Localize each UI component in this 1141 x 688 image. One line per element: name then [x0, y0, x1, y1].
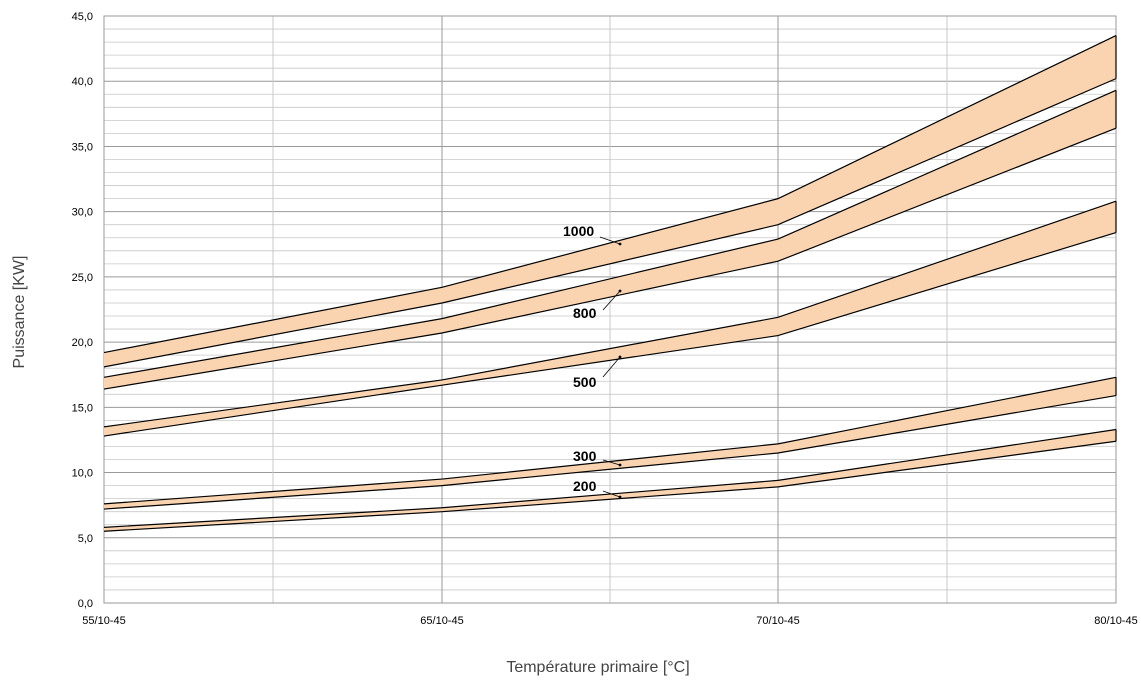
- band-edges: [103, 35, 1117, 532]
- y-tick-label: 40,0: [72, 76, 93, 88]
- y-tick-label: 5,0: [78, 533, 93, 545]
- y-tick-label: 30,0: [72, 207, 93, 219]
- series-label-200: 200: [573, 478, 597, 494]
- band-upper-line-200: [103, 428, 1117, 528]
- band-lower-line-500: [103, 231, 1117, 437]
- leader-dot-500: [618, 355, 622, 359]
- y-tick-label: 45,0: [72, 11, 93, 23]
- leader-dot-1000: [618, 242, 622, 246]
- series-label-300: 300: [573, 448, 597, 464]
- leader-dot-300: [618, 463, 622, 467]
- x-tick-label: 70/10-45: [756, 615, 799, 627]
- leader-line-800: [602, 290, 621, 311]
- grid: [103, 15, 1117, 604]
- x-tick-label: 80/10-45: [1094, 615, 1137, 627]
- band-upper-line-500: [103, 200, 1117, 428]
- band-upper-line-1000: [103, 35, 1117, 354]
- plot-area-border: [103, 15, 1117, 604]
- leader-line-300: [602, 459, 621, 466]
- y-tick-label: 20,0: [72, 337, 93, 349]
- band-lower-line-300: [103, 395, 1117, 510]
- leader-line-500: [602, 356, 621, 378]
- x-axis-title: Température primaire [°C]: [506, 659, 689, 676]
- band-upper-line-800: [103, 89, 1117, 378]
- band-upper-line-300: [103, 376, 1117, 505]
- y-axis-title: Puissance [KW]: [11, 256, 28, 369]
- y-tick-label: 15,0: [72, 402, 93, 414]
- band-lower-line-1000: [103, 78, 1117, 368]
- tick-labels: 0,0 5,0 10,0 15,0 20,0 25,0 30,0 35,0 40,0 45,0 55…: [72, 11, 1138, 627]
- band-lower-line-200: [103, 440, 1117, 532]
- leader-line-1000: [599, 236, 621, 245]
- series-label-1000: 1000: [563, 223, 594, 239]
- series-label-800: 800: [573, 305, 597, 321]
- series-labels: 1000 800 500 300 200: [563, 223, 622, 499]
- y-tick-label: 10,0: [72, 468, 93, 480]
- leader-dot-800: [618, 289, 622, 293]
- band-1000: [104, 35, 1116, 367]
- x-tick-label: 65/10-45: [420, 615, 463, 627]
- band-lower-line-800: [103, 127, 1117, 390]
- x-tick-label: 55/10-45: [82, 615, 125, 627]
- leader-dot-200: [618, 495, 622, 499]
- y-tick-label: 25,0: [72, 272, 93, 284]
- leader-line-200: [602, 490, 621, 498]
- series-label-500: 500: [573, 374, 597, 390]
- bands: [104, 35, 1116, 532]
- y-tick-label: 35,0: [72, 141, 93, 153]
- y-tick-label: 0,0: [78, 598, 93, 610]
